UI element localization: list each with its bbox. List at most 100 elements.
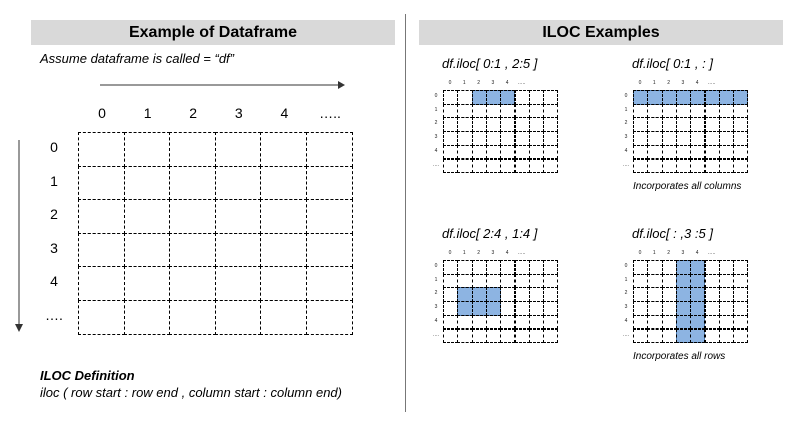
column-label: 4: [280, 105, 289, 121]
mini-grid-cell: [543, 273, 559, 289]
mini-row-label: 3: [434, 134, 438, 141]
mini-grid-cell: [718, 287, 735, 303]
grid-cell: [306, 266, 353, 301]
mini-grid-cell: [633, 90, 649, 105]
mini-grid-cell: [485, 117, 502, 133]
mini-column-label: 0: [448, 80, 452, 86]
grid-cell: [78, 165, 125, 201]
mini-grid-cell: [733, 90, 749, 105]
mini-grid-cell: [543, 158, 559, 174]
iloc-example-title: df.iloc[ 0:1 , : ]: [632, 56, 713, 71]
mini-row-label: ….: [432, 161, 440, 168]
grid-cell: [214, 165, 262, 201]
mini-column-label: 1: [652, 250, 656, 256]
mini-grid-cell: [543, 144, 559, 160]
mini-column-label: 1: [462, 80, 466, 86]
mini-grid-cell: [543, 103, 559, 119]
mini-grid-cell: [457, 158, 473, 174]
mini-grid-cell: [528, 131, 545, 146]
mini-grid-cell: [647, 260, 663, 275]
mini-grid-cell: [718, 314, 735, 330]
mini-grid-cell: [443, 273, 459, 289]
mini-grid-cell: [633, 314, 649, 330]
mini-grid-cell: [690, 301, 706, 316]
mini-grid-cell: [675, 314, 692, 330]
column-label: 1: [143, 105, 152, 121]
mini-column-label: 2: [477, 250, 480, 256]
mini-grid-cell: [528, 273, 545, 289]
mini-grid-cell: [514, 287, 530, 303]
mini-grid-cell: [528, 117, 545, 133]
mini-column-label: 2: [667, 250, 670, 256]
column-label: 2: [189, 105, 198, 121]
grid-cell: [260, 300, 307, 335]
mini-grid-cell: [633, 117, 649, 133]
mini-column-label: 2: [667, 80, 670, 86]
grid-cell: [260, 266, 307, 301]
mini-grid-cell: [661, 314, 677, 330]
mini-grid-cell: [500, 117, 516, 133]
grid-cell: [169, 232, 216, 268]
mini-grid-cell: [457, 273, 473, 289]
row-direction-arrow: [15, 140, 23, 332]
mini-grid-cell: [661, 260, 677, 275]
mini-grid-cell: [704, 103, 720, 119]
mini-grid-cell: [543, 301, 559, 316]
mini-grid-cell: [661, 117, 677, 133]
mini-grid-cell: [528, 144, 545, 160]
mini-grid-cell: [733, 131, 749, 146]
grid-cell: [169, 132, 216, 167]
column-direction-arrow: [100, 81, 345, 89]
mini-grid-cell: [690, 273, 706, 289]
mini-grid-cell: [471, 103, 487, 119]
mini-grid-cell: [704, 314, 720, 330]
mini-grid-cell: [443, 131, 459, 146]
mini-grid-cell: [485, 131, 502, 146]
mini-grid-cell: [514, 131, 530, 146]
mini-row-label: 1: [624, 276, 628, 283]
mini-column-label: 2: [477, 80, 480, 86]
mini-row-label: 0: [434, 263, 438, 269]
mini-row-label: 3: [434, 304, 438, 311]
grid-cell: [169, 300, 216, 335]
mini-grid-cell: [647, 117, 663, 133]
mini-grid-cell: [647, 301, 663, 316]
mini-grid-cell: [514, 90, 530, 105]
grid-cell: [78, 300, 125, 335]
mini-grid-cell: [528, 328, 545, 344]
mini-grid-cell: [514, 117, 530, 133]
mini-column-label: …..: [707, 250, 716, 256]
mini-grid-cell: [690, 131, 706, 146]
mini-row-label: ….: [432, 331, 440, 338]
mini-column-label: 4: [505, 80, 509, 86]
mini-grid-cell: [485, 314, 502, 330]
column-label: 0: [98, 105, 106, 121]
mini-grid-cell: [514, 273, 530, 289]
mini-grid-cell: [471, 287, 487, 303]
mini-row-label: 2: [434, 120, 438, 127]
mini-grid-cell: [485, 103, 502, 119]
grid-cell: [123, 132, 171, 167]
mini-column-label: 0: [638, 250, 642, 256]
grid-cell: [214, 266, 262, 301]
mini-grid-cell: [733, 301, 749, 316]
mini-grid-cell: [500, 131, 516, 146]
mini-grid-cell: [457, 328, 473, 344]
mini-grid-cell: [500, 260, 516, 275]
mini-grid-cell: [543, 314, 559, 330]
mini-column-label: 4: [695, 250, 699, 256]
mini-grid-cell: [661, 328, 677, 344]
mini-grid-cell: [457, 117, 473, 133]
mini-grid-cell: [647, 103, 663, 119]
mini-grid-cell: [528, 103, 545, 119]
mini-grid-cell: [647, 287, 663, 303]
mini-grid-cell: [471, 260, 487, 275]
iloc-examples-header: ILOC Examples: [419, 20, 783, 45]
mini-grid-cell: [543, 131, 559, 146]
mini-grid-cell: [543, 287, 559, 303]
mini-grid-cell: [718, 328, 735, 344]
iloc-definition-text: iloc ( row start : row end , column star…: [40, 385, 342, 400]
mini-grid-cell: [733, 144, 749, 160]
row-label: 3: [50, 239, 58, 256]
mini-row-label: 1: [624, 106, 628, 113]
